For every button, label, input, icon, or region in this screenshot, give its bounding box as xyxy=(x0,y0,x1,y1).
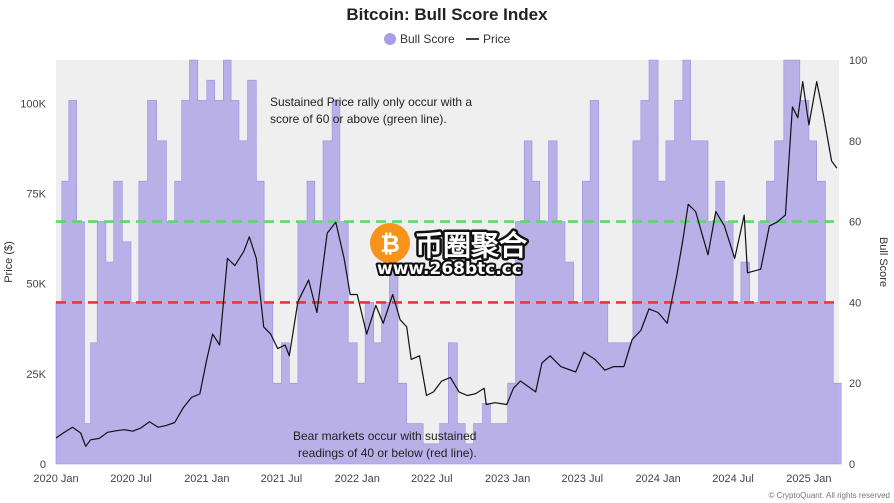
annotation-bottom-line-2: readings of 40 or below (red line). xyxy=(298,446,477,460)
watermark: ₿ 币圈聚合 www.268btc.cc xyxy=(370,223,531,281)
x-tick-label: 2021 Jan xyxy=(184,473,229,485)
annotation-bottom-line-1: Bear markets occur with sustained xyxy=(293,429,476,443)
x-tick-label: 2024 Jul xyxy=(712,473,754,485)
x-tick-label: 2023 Jan xyxy=(485,473,530,485)
y-left-tick-label: 100K xyxy=(20,98,46,110)
y-left-tick-label: 50K xyxy=(26,279,46,291)
y-right-tick-label: 80 xyxy=(849,136,861,148)
x-tick-label: 2020 Jul xyxy=(110,473,152,485)
bitcoin-logo-icon xyxy=(370,223,410,263)
y-axis-right-ticks: 0 20 40 60 80 100 xyxy=(849,55,867,471)
bitcoin-logo-glyph: ₿ xyxy=(380,230,400,258)
y-right-tick-label: 20 xyxy=(849,378,861,390)
legend-bull-score-marker xyxy=(384,33,396,45)
watermark-brand: 币圈聚合 xyxy=(415,229,528,262)
credit-text: © CryptoQuant. All rights reserved xyxy=(769,491,891,500)
y-left-tick-label: 75K xyxy=(26,188,46,200)
y-left-tick-label: 25K xyxy=(26,369,46,381)
x-tick-label: 2023 Jul xyxy=(561,473,603,485)
watermark-url: www.268btc.cc xyxy=(377,259,522,279)
x-tick-label: 2025 Jan xyxy=(786,473,831,485)
x-axis-ticks: 2020 Jan 2020 Jul 2021 Jan 2021 Jul 2022 Jan… xyxy=(33,473,831,485)
y-left-tick-label: 0 xyxy=(40,459,46,471)
legend-bull-score-label: Bull Score xyxy=(400,32,455,46)
x-tick-label: 2024 Jan xyxy=(635,473,680,485)
x-tick-label: 2022 Jan xyxy=(335,473,380,485)
x-tick-label: 2022 Jul xyxy=(411,473,453,485)
y-right-tick-label: 100 xyxy=(849,55,867,67)
y-axis-right-label: Bull Score xyxy=(877,237,889,287)
chart-legend: Bull Score Price xyxy=(384,32,511,46)
annotation-top-line-2: score of 60 or above (green line). xyxy=(270,112,447,126)
y-axis-left-label: Price ($) xyxy=(3,241,15,283)
y-axis-left-ticks: 0 25K 50K 75K 100K xyxy=(20,98,46,471)
chart-title: Bitcoin: Bull Score Index xyxy=(346,5,548,24)
y-right-tick-label: 0 xyxy=(849,459,855,471)
y-right-tick-label: 40 xyxy=(849,297,861,309)
x-tick-label: 2020 Jan xyxy=(33,473,78,485)
price-line xyxy=(55,81,838,447)
y-right-tick-label: 60 xyxy=(849,217,861,229)
annotation-top-line-1: Sustained Price rally only occur with a xyxy=(270,95,472,109)
x-tick-label: 2021 Jul xyxy=(261,473,303,485)
legend-price-label: Price xyxy=(483,32,511,46)
